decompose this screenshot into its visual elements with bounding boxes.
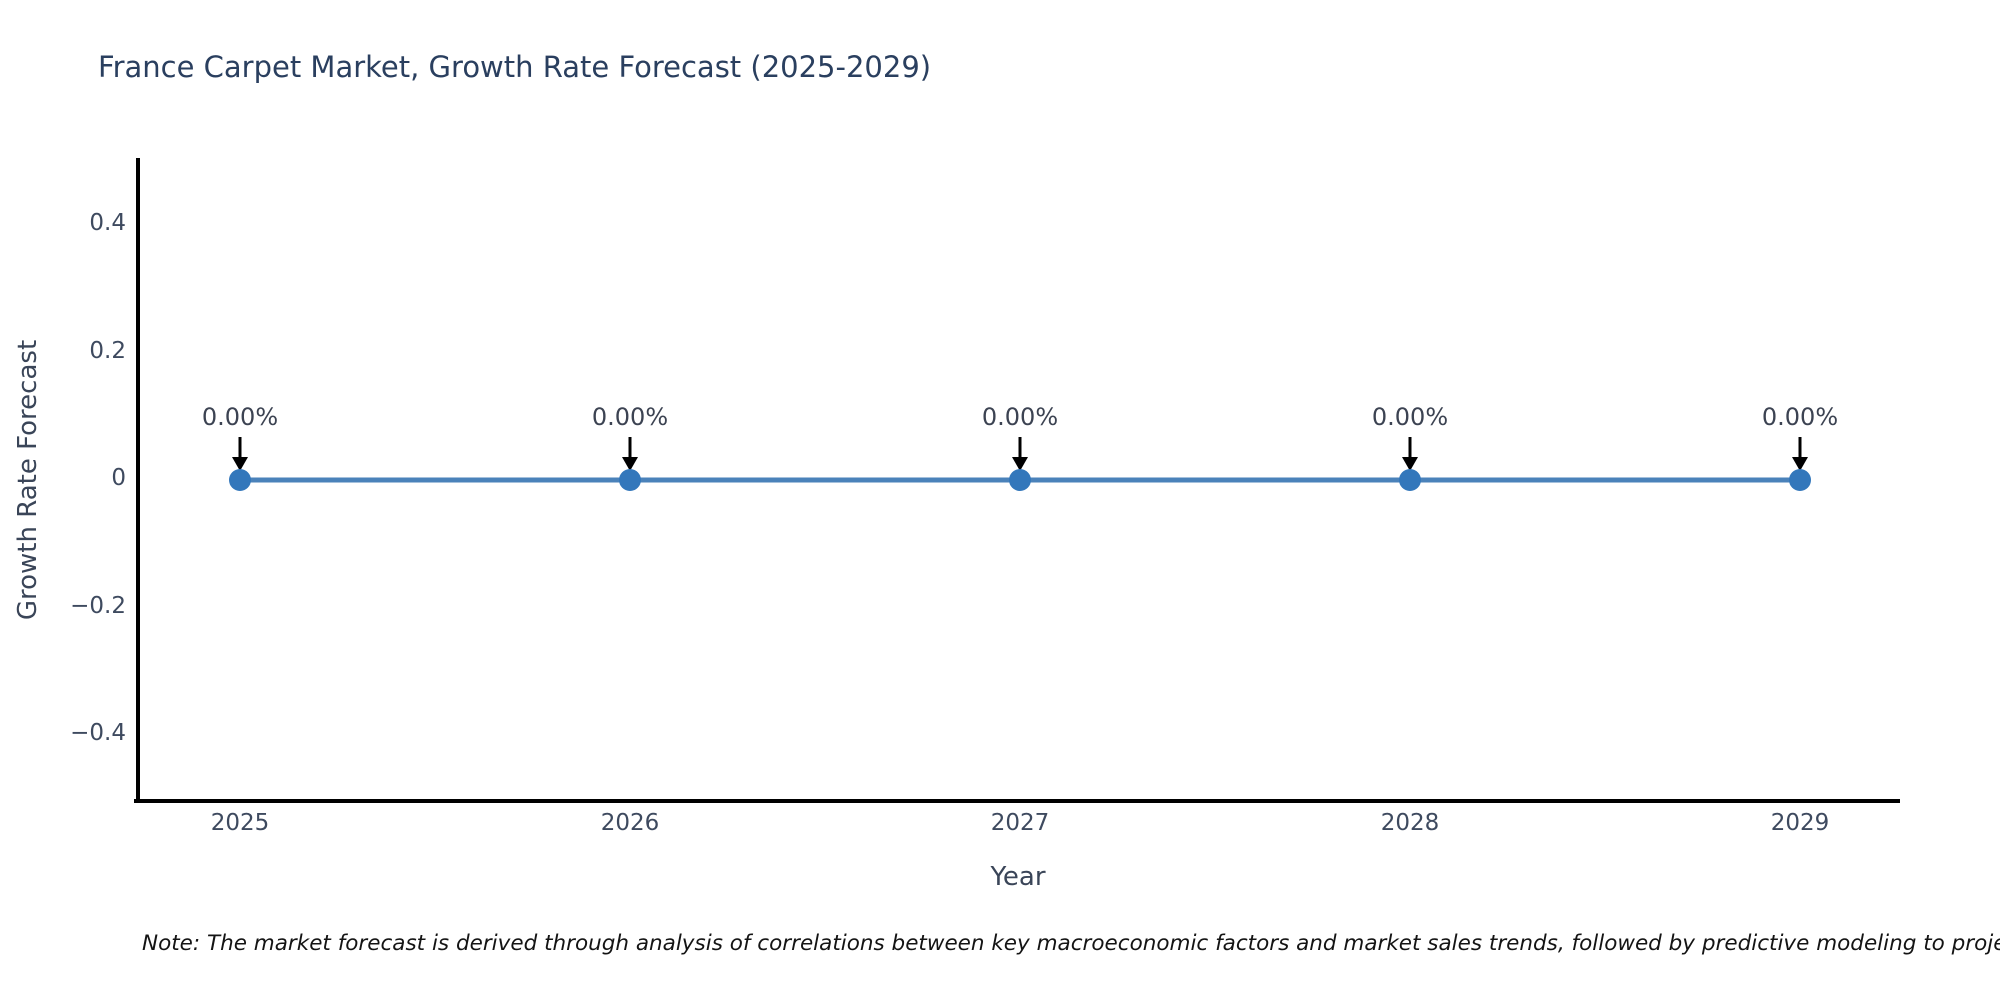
y-tick-label: −0.2 [70, 592, 126, 619]
x-tick-label: 2026 [600, 810, 660, 836]
data-point-marker [1009, 469, 1031, 491]
x-tick-label: 2029 [1770, 810, 1830, 836]
point-value-label: 0.00% [1371, 403, 1449, 431]
data-point-marker [1789, 469, 1811, 491]
data-point-marker [1399, 469, 1421, 491]
x-tick-label: 2027 [990, 810, 1050, 836]
x-axis-line [134, 799, 1900, 803]
annotation-arrow-head [232, 457, 248, 471]
data-point-marker [619, 469, 641, 491]
point-value-label: 0.00% [1761, 403, 1839, 431]
point-value-label: 0.00% [591, 403, 669, 431]
y-axis-line [136, 158, 140, 802]
y-tick-label: −0.4 [70, 720, 126, 746]
footnote: Note: The market forecast is derived thr… [142, 931, 2000, 956]
y-tick-label: 0.2 [89, 337, 126, 364]
x-axis-title: Year [990, 862, 1046, 892]
data-point-marker [229, 469, 251, 491]
annotation-arrow-head [1792, 457, 1808, 471]
point-value-label: 0.00% [981, 403, 1059, 431]
annotation-arrow-head [1402, 457, 1418, 471]
x-tick-label: 2028 [1380, 810, 1440, 836]
annotation-arrow-head [622, 457, 638, 471]
chart-title: France Carpet Market, Growth Rate Foreca… [98, 50, 932, 84]
y-tick-label: 0 [111, 465, 126, 491]
y-tick-label: 0.4 [89, 210, 126, 236]
point-value-label: 0.00% [201, 403, 279, 431]
annotation-arrow-head [1012, 457, 1028, 471]
x-tick-label: 2025 [210, 810, 270, 836]
